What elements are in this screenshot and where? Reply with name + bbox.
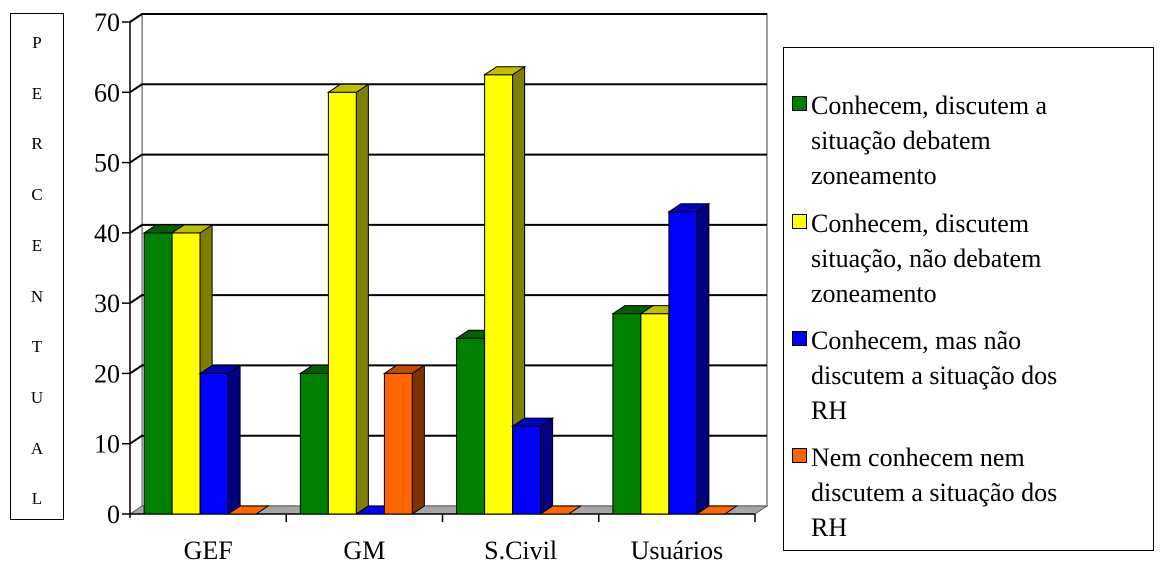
bar-top bbox=[170, 224, 214, 234]
bar-front bbox=[640, 313, 670, 515]
bar-top bbox=[510, 417, 555, 427]
y-axis-label-letter: T bbox=[31, 337, 43, 357]
bar-front bbox=[668, 211, 698, 515]
bar-zero-cap bbox=[226, 505, 270, 515]
bar-top bbox=[382, 364, 427, 374]
bar bbox=[482, 65, 527, 515]
legend-label: Conhecem, discutem a situação debatem zo… bbox=[811, 91, 1048, 190]
bar bbox=[326, 83, 371, 515]
bar bbox=[382, 364, 427, 515]
gridline bbox=[129, 13, 767, 23]
y-axis-label-letter: A bbox=[30, 438, 44, 458]
bar-front bbox=[484, 74, 514, 515]
legend: Conhecem, discutem a situação debatem zo… bbox=[783, 47, 1154, 551]
y-axis-label-letter: U bbox=[30, 387, 44, 407]
bar-front bbox=[612, 313, 642, 515]
legend-swatch bbox=[792, 448, 807, 463]
y-axis-label-letter: L bbox=[31, 489, 43, 509]
bar-zero-cap bbox=[538, 505, 583, 515]
legend-label: Nem conhecem nem discutem a situação dos… bbox=[811, 443, 1058, 542]
y-axis-label-letter: E bbox=[31, 235, 43, 255]
bar-side bbox=[696, 202, 710, 515]
y-axis-label-letter: R bbox=[31, 134, 43, 154]
y-tick-label: 60 bbox=[94, 78, 120, 107]
y-tick-label: 0 bbox=[107, 500, 120, 529]
bar-front bbox=[327, 91, 357, 515]
y-axis-label-letter: P bbox=[32, 33, 42, 52]
legend-label: Conhecem, discutem situação, não debatem… bbox=[811, 209, 1042, 308]
legend-entry: Conhecem, discutem a situação debatem zo… bbox=[792, 88, 1149, 193]
legend-swatch bbox=[792, 331, 807, 346]
x-tick-label: S.Civil bbox=[484, 536, 557, 563]
bar-front bbox=[143, 232, 173, 515]
bar bbox=[667, 202, 711, 515]
bar bbox=[695, 505, 739, 515]
bar-top bbox=[198, 364, 242, 374]
gridline bbox=[129, 434, 767, 445]
bar-top bbox=[667, 203, 711, 213]
bar-front bbox=[456, 337, 486, 515]
x-tick-label: Usuários bbox=[631, 536, 723, 563]
bar-front bbox=[512, 425, 542, 515]
bar-side bbox=[540, 417, 554, 515]
bar bbox=[510, 417, 555, 515]
bar-top bbox=[482, 66, 527, 76]
legend-entry: Conhecem, mas não discutem a situação do… bbox=[792, 323, 1149, 428]
legend-entry: Nem conhecem nem discutem a situação dos… bbox=[792, 440, 1149, 545]
bar-front bbox=[199, 372, 229, 515]
y-axis-label-box: P E R C E N T U A L bbox=[10, 13, 64, 520]
y-tick-label: 20 bbox=[94, 359, 120, 388]
y-tick-label: 70 bbox=[94, 8, 120, 37]
y-axis-label-letter: N bbox=[30, 286, 44, 306]
legend-swatch bbox=[792, 96, 807, 111]
gridline bbox=[129, 153, 767, 164]
gridline bbox=[129, 83, 767, 94]
legend-entry: Conhecem, discutem situação, não debatem… bbox=[792, 206, 1149, 311]
legend-swatch bbox=[792, 214, 807, 229]
bar bbox=[226, 505, 270, 515]
bar bbox=[538, 505, 583, 515]
legend-label: Conhecem, mas não discutem a situação do… bbox=[811, 326, 1058, 425]
bar-side bbox=[355, 83, 369, 515]
bar-side bbox=[411, 364, 425, 515]
y-tick-label: 30 bbox=[94, 289, 120, 318]
y-tick-label: 10 bbox=[94, 430, 120, 459]
x-tick-label: GM bbox=[343, 536, 385, 563]
bar-side bbox=[227, 364, 241, 515]
bar-zero-cap bbox=[695, 505, 739, 515]
bar bbox=[198, 364, 242, 515]
gridline bbox=[129, 294, 767, 304]
bar-top bbox=[326, 83, 371, 93]
gridline bbox=[129, 364, 767, 375]
bar-front bbox=[171, 232, 201, 515]
x-tick-label: GEF bbox=[184, 536, 233, 563]
y-tick-label: 40 bbox=[94, 219, 120, 248]
y-axis-label-letter: C bbox=[31, 185, 43, 205]
gridline bbox=[129, 223, 767, 234]
bar-front bbox=[383, 372, 413, 515]
bar-front bbox=[299, 372, 329, 515]
y-tick-label: 50 bbox=[94, 149, 120, 178]
y-axis-label-letter: E bbox=[31, 83, 43, 103]
